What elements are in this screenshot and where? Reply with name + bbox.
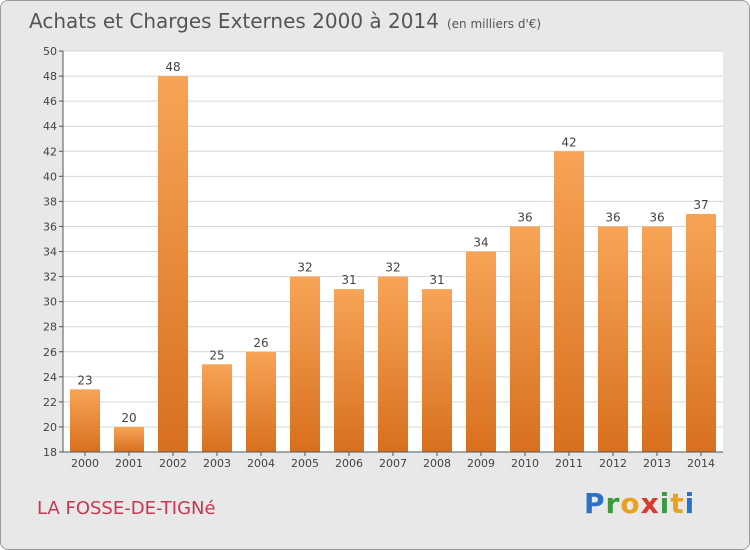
y-tick-label: 32 [43,271,57,284]
bar-value-label: 25 [209,348,224,362]
y-axis-ticks: 18 20 22 24 26 28 30 32 34 36 38 40 42 44 46 48 50 [43,45,63,459]
bar-value-label: 36 [649,210,664,224]
x-tick-label: 2009 [467,457,495,470]
proxiti-logo: Proxiti [584,487,695,520]
bar-2010 [510,226,540,452]
chart-title-text: Achats et Charges Externes 2000 à 2014 [29,9,439,33]
y-tick-label: 36 [43,220,57,233]
bar-2002 [158,76,188,452]
bar-2001 [114,426,144,452]
x-tick-label: 2013 [643,457,671,470]
y-tick-label: 20 [43,421,57,434]
x-tick-label: 2001 [115,457,143,470]
bar-value-label: 36 [605,210,620,224]
y-tick-label: 46 [43,95,57,108]
y-tick-label: 24 [43,371,57,384]
bar-value-label: 42 [561,135,576,149]
bar-2014 [686,213,716,452]
logo-letter: i [684,487,696,520]
x-axis-ticks: 2000 2001 2002 2003 2004 2005 2006 2007 2008 2009… [71,452,715,470]
y-tick-label: 50 [43,45,57,58]
bar-value-label: 34 [473,236,488,250]
logo-letter: r [605,487,621,520]
y-tick-label: 26 [43,346,57,359]
x-tick-label: 2006 [335,457,363,470]
bar-value-label: 31 [429,273,444,287]
bars: 23 20 48 25 26 32 31 32 31 34 36 42 36 36 37 [70,60,716,452]
bar-2007 [378,276,408,452]
bar-value-label: 37 [693,198,708,212]
y-tick-label: 28 [43,321,57,334]
y-tick-label: 22 [43,396,57,409]
bar-2006 [334,289,364,452]
bar-value-label: 32 [385,261,400,275]
logo-letter: i [659,487,671,520]
bar-value-label: 26 [253,336,268,350]
x-tick-label: 2000 [71,457,99,470]
x-tick-label: 2007 [379,457,407,470]
logo-letter: P [584,487,606,520]
bar-2013 [642,226,672,452]
x-tick-label: 2014 [687,457,715,470]
x-tick-label: 2008 [423,457,451,470]
x-tick-label: 2011 [555,457,583,470]
y-tick-label: 18 [43,446,57,459]
bar-2005 [290,276,320,452]
bar-value-label: 20 [121,411,136,425]
bar-2011 [554,151,584,452]
bar-value-label: 31 [341,273,356,287]
x-tick-label: 2010 [511,457,539,470]
logo-letter: x [640,487,660,520]
y-tick-label: 42 [43,145,57,158]
y-tick-label: 34 [43,246,57,259]
bar-value-label: 48 [165,60,180,74]
y-tick-label: 44 [43,120,57,133]
bar-2012 [598,226,628,452]
x-tick-label: 2002 [159,457,187,470]
y-tick-label: 30 [43,296,57,309]
chart-unit: (en milliers d'€) [446,17,542,31]
bar-value-label: 36 [517,210,532,224]
x-tick-label: 2012 [599,457,627,470]
y-tick-label: 48 [43,70,57,83]
bar-2008 [422,289,452,452]
bar-2004 [246,351,276,452]
y-tick-label: 38 [43,195,57,208]
bar-value-label: 32 [297,261,312,275]
y-tick-label: 40 [43,170,57,183]
bar-2000 [70,389,100,452]
commune-name: LA FOSSE-DE-TIGNé [37,498,216,519]
bar-2009 [466,251,496,452]
chart-title: Achats et Charges Externes 2000 à 2014 (e… [29,9,541,33]
x-tick-label: 2005 [291,457,319,470]
bar-value-label: 23 [77,373,92,387]
x-tick-label: 2004 [247,457,275,470]
x-tick-label: 2003 [203,457,231,470]
logo-letter: t [670,487,685,520]
bar-2003 [202,364,232,452]
logo-letter: o [620,487,641,520]
